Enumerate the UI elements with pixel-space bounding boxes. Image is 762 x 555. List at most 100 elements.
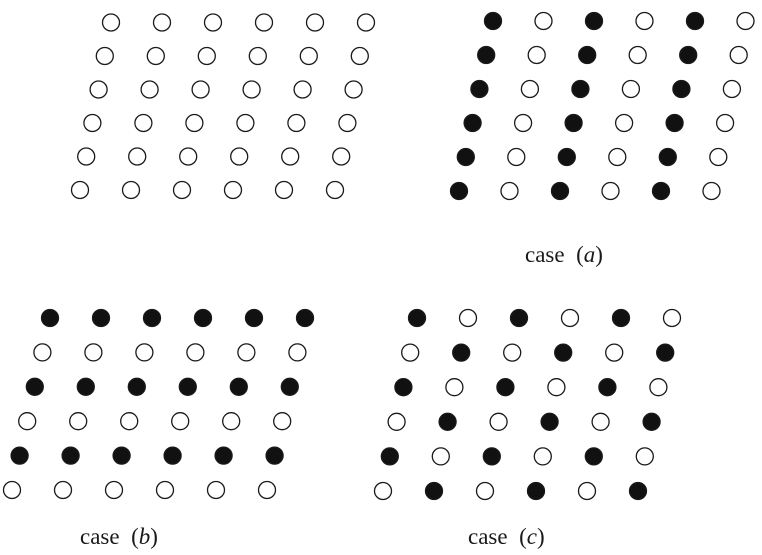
open-site (527, 45, 546, 65)
open-site (77, 147, 96, 166)
filled-site (578, 45, 597, 65)
filled-site (672, 79, 691, 99)
open-site (635, 447, 654, 466)
open-site (350, 46, 369, 66)
open-site (254, 13, 274, 32)
filled-site (540, 412, 559, 431)
open-site (274, 180, 294, 200)
filled-site (651, 181, 671, 201)
open-site (431, 447, 450, 466)
open-site (722, 79, 742, 99)
open-site (649, 378, 668, 397)
open-site (273, 412, 292, 431)
filled-site (642, 412, 661, 431)
open-site (2, 480, 22, 500)
open-site (547, 378, 566, 397)
open-site (608, 147, 627, 167)
open-site (445, 378, 464, 397)
caption-case-c: case (c) (468, 525, 545, 548)
open-site (128, 147, 147, 166)
open-site (356, 13, 376, 32)
open-site (89, 80, 108, 99)
open-site (702, 181, 721, 201)
open-site (140, 80, 159, 99)
open-site (242, 80, 261, 99)
open-site (152, 13, 172, 32)
open-site (591, 412, 610, 431)
caption-open-paren: ( (519, 524, 527, 549)
filled-site (25, 377, 44, 396)
caption-word: case (80, 524, 120, 549)
filled-site (628, 481, 648, 501)
caption-letter: b (138, 524, 151, 549)
open-site (18, 412, 37, 431)
filled-site (163, 446, 182, 465)
open-site (344, 80, 363, 99)
open-site (53, 480, 73, 500)
open-site (83, 113, 102, 133)
filled-site (295, 308, 315, 328)
filled-site (456, 147, 475, 167)
open-site (197, 46, 216, 66)
open-site (104, 480, 124, 500)
open-site (662, 308, 682, 328)
filled-site (380, 447, 399, 466)
filled-site (112, 446, 131, 465)
open-site (401, 343, 420, 362)
open-site (513, 113, 533, 133)
caption-close-paren: ) (595, 242, 603, 267)
lattice-case-a (449, 11, 755, 201)
open-site (332, 147, 351, 166)
open-site (305, 13, 325, 32)
open-site (299, 46, 318, 66)
caption-open-paren: ( (576, 242, 584, 267)
open-site (95, 46, 114, 66)
open-site (121, 180, 141, 200)
caption-case-b: case (b) (80, 525, 158, 548)
open-site (489, 412, 508, 431)
open-site (614, 113, 634, 133)
open-site (230, 147, 249, 166)
open-site (534, 11, 553, 31)
open-site (503, 343, 522, 362)
open-site (387, 412, 406, 431)
open-site (237, 343, 256, 362)
filled-site (407, 308, 427, 328)
filled-site (557, 147, 576, 167)
open-site (155, 480, 175, 500)
open-site (709, 147, 728, 167)
filled-site (554, 343, 573, 362)
open-site (288, 343, 307, 362)
open-site (84, 343, 103, 362)
open-site (206, 480, 226, 500)
filled-site (598, 378, 617, 397)
open-site (621, 79, 641, 99)
filled-site (40, 308, 60, 328)
caption-close-paren: ) (536, 524, 545, 549)
open-site (475, 481, 495, 501)
filled-site (564, 113, 583, 133)
filled-site (656, 343, 675, 362)
open-site (146, 46, 165, 66)
caption-open-paren: ( (131, 524, 139, 549)
filled-site (483, 11, 503, 31)
filled-site (229, 377, 248, 396)
filled-site (449, 181, 469, 201)
open-site (186, 343, 205, 362)
open-site (373, 481, 393, 501)
open-site (605, 343, 624, 362)
open-site (120, 412, 139, 431)
open-site (281, 147, 300, 166)
filled-site (550, 181, 570, 201)
open-site (223, 180, 243, 200)
filled-site (76, 377, 95, 396)
filled-site (10, 446, 29, 465)
caption-letter: c (526, 524, 537, 549)
filled-site (244, 308, 264, 328)
open-site (236, 113, 255, 133)
lattice-reference (70, 13, 376, 200)
caption-case-a: case (a) (525, 243, 603, 266)
filled-site (91, 308, 111, 328)
open-site (729, 45, 748, 65)
